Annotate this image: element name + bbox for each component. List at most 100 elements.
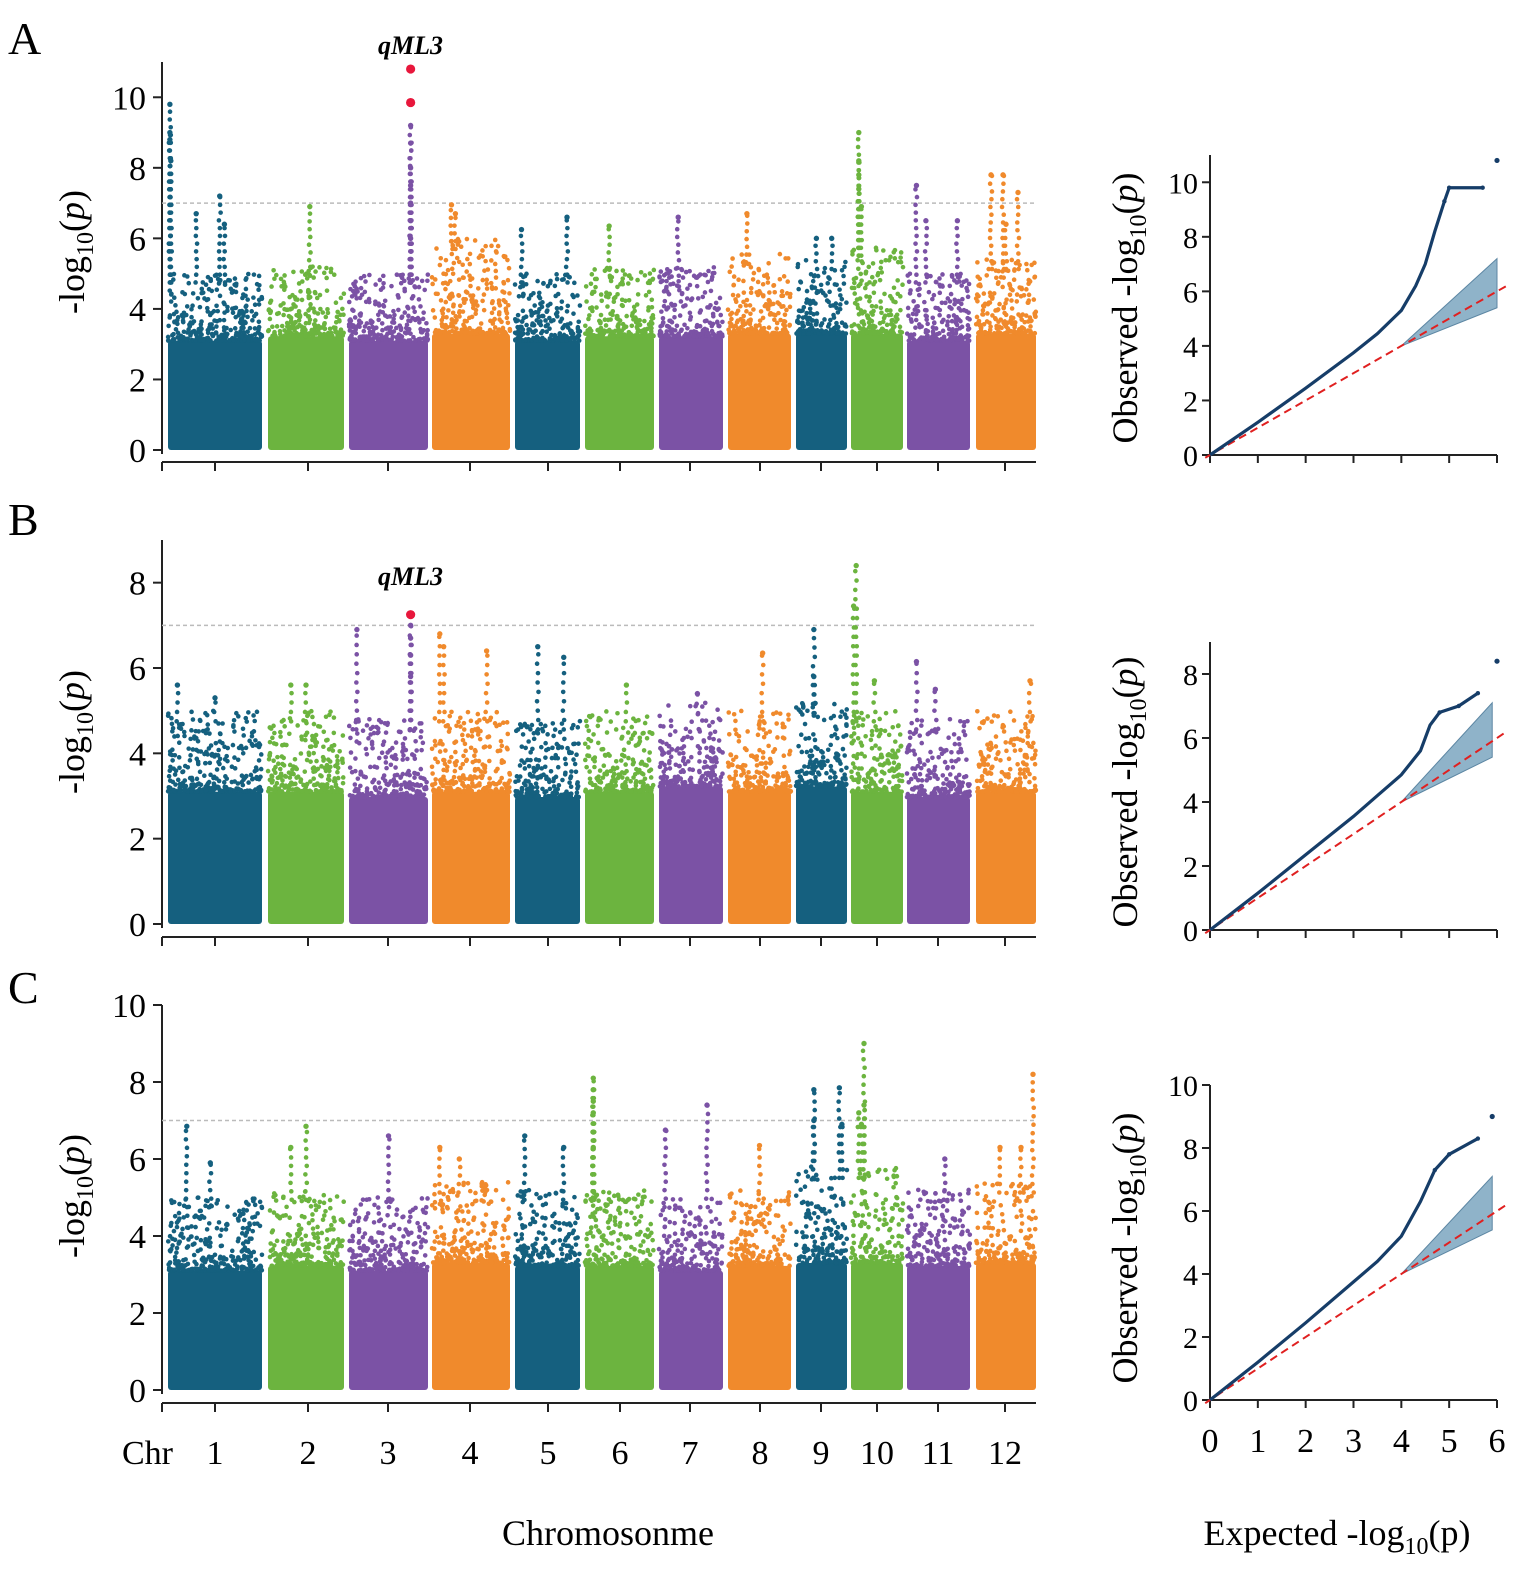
snp-point (807, 326, 812, 332)
snp-point (871, 290, 877, 296)
snp-point (165, 334, 171, 340)
snp-point (924, 225, 930, 231)
snp-point (362, 289, 368, 295)
snp-point (215, 308, 221, 314)
snp-point (716, 747, 722, 753)
snp-point (311, 275, 316, 280)
snp-point (252, 326, 258, 331)
snp-point (182, 763, 188, 769)
snp-point (676, 279, 681, 284)
snp-point (687, 282, 693, 288)
peak-snp-point (303, 682, 309, 688)
snp-point (184, 312, 189, 318)
peak-snp-point (856, 172, 862, 178)
snp-point (996, 324, 1001, 329)
snp-point (713, 333, 718, 339)
snp-point (702, 290, 708, 295)
snp-point (534, 785, 540, 790)
snp-point (310, 333, 316, 339)
snp-point (557, 331, 562, 337)
snp-point (384, 781, 389, 787)
snp-point (412, 284, 417, 289)
snp-point (560, 689, 566, 695)
snp-point (736, 277, 741, 283)
snp-point (193, 280, 198, 285)
snp-point (324, 275, 329, 281)
snp-point (322, 320, 327, 326)
snp-point (406, 330, 412, 336)
snp-point (878, 299, 883, 304)
snp-point (878, 259, 884, 265)
snp-point (519, 241, 525, 246)
snp-point (640, 731, 645, 736)
snp-point (717, 323, 722, 329)
snp-point (350, 288, 356, 294)
snp-point (241, 733, 247, 738)
snp-point (446, 729, 452, 734)
snp-point (860, 260, 865, 266)
snp-point (867, 298, 872, 304)
snp-point (955, 233, 960, 239)
snp-point (1013, 330, 1019, 336)
snp-point (208, 772, 213, 778)
snp-point (402, 736, 408, 741)
snp-point (492, 261, 498, 267)
snp-point (272, 789, 277, 794)
snp-point (716, 784, 722, 789)
snp-point (489, 243, 494, 249)
snp-point (311, 306, 316, 311)
snp-point (672, 729, 678, 734)
snp-point (569, 769, 574, 774)
snp-point (378, 794, 384, 800)
snp-point (321, 270, 327, 276)
snp-point (765, 275, 771, 281)
snp-point (232, 729, 237, 734)
snp-point (771, 301, 776, 307)
snp-point (233, 289, 239, 295)
snp-point (639, 329, 645, 335)
snp-point (527, 773, 533, 778)
snp-point (204, 297, 210, 303)
snp-point (335, 758, 340, 764)
snp-point (168, 299, 174, 304)
snp-point (299, 734, 304, 740)
snp-point (855, 305, 861, 311)
snp-point (687, 268, 692, 274)
snp-point (429, 746, 435, 752)
snp-point (469, 299, 475, 305)
snp-point (822, 317, 827, 322)
snp-point (360, 728, 366, 734)
snp-point (595, 777, 601, 783)
snp-point (439, 788, 444, 794)
snp-point (496, 300, 502, 306)
snp-point (552, 283, 558, 289)
snp-point (603, 753, 608, 758)
snp-point (489, 258, 494, 263)
snp-point (543, 789, 549, 794)
snp-point (401, 718, 407, 723)
snp-point (448, 215, 454, 221)
snp-point (989, 196, 994, 202)
snp-point (518, 272, 524, 277)
snp-point (175, 690, 181, 696)
snp-point (218, 210, 223, 215)
snp-point (681, 744, 687, 749)
chromosome-1-dense-block (168, 340, 262, 450)
snp-point (843, 324, 849, 329)
snp-point (297, 322, 302, 328)
snp-point (576, 319, 582, 325)
snp-point (966, 310, 971, 315)
snp-point (565, 303, 571, 309)
snp-point (816, 331, 821, 336)
peak-snp-point (813, 235, 820, 242)
snp-point (407, 132, 413, 138)
snp-point (666, 291, 672, 297)
snp-point (480, 254, 485, 259)
snp-point (1016, 251, 1021, 256)
snp-point (379, 321, 385, 326)
snp-point (277, 789, 282, 795)
snp-point (456, 293, 461, 298)
peak-snp-point (407, 218, 414, 224)
snp-point (193, 783, 198, 789)
